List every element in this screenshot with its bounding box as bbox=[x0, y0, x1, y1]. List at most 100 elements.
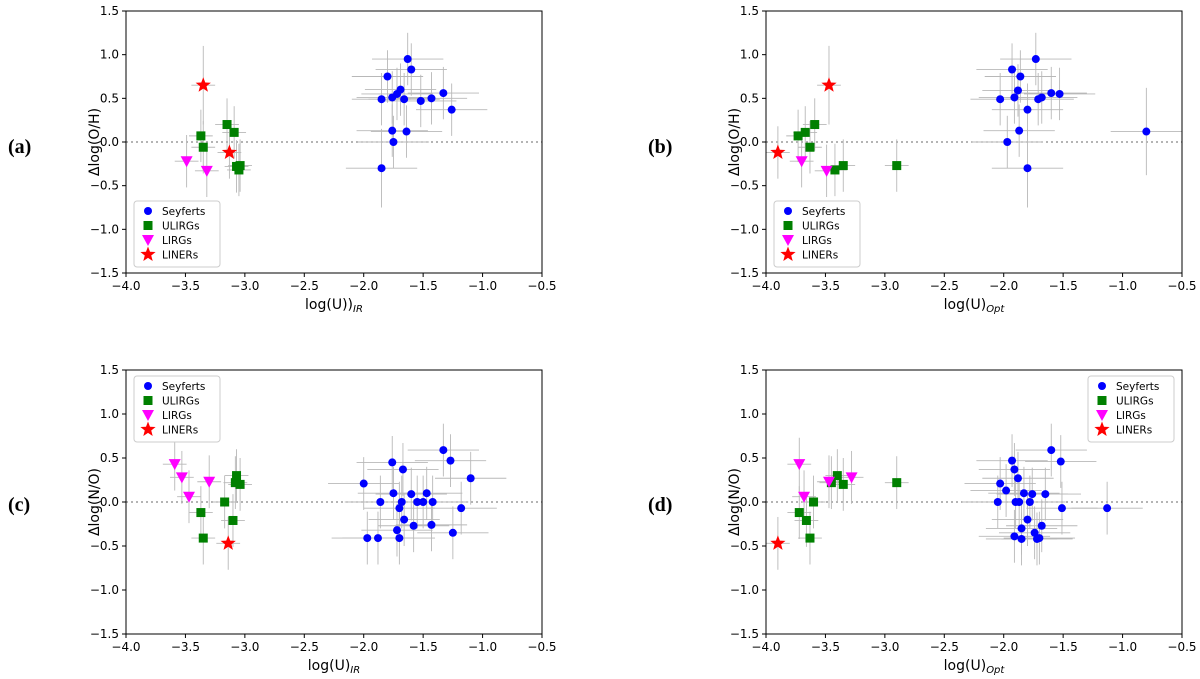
axes-frame bbox=[765, 369, 1183, 635]
seyferts-point bbox=[1047, 89, 1056, 98]
panel-a: −4.0 −3.5 −3.0 −2.5 −2.0 −1.5 −1.0 −0.5 1.5 1.0 0.… bbox=[8, 4, 557, 315]
y-axis-label: Δlog(O/H) bbox=[727, 108, 743, 176]
ulirgs-point bbox=[838, 161, 848, 171]
x-tick-label: −1.0 bbox=[1108, 640, 1137, 654]
panel-label: (a) bbox=[8, 136, 31, 158]
seyferts-point bbox=[447, 105, 456, 114]
seyferts-point bbox=[392, 526, 401, 535]
legend-marker-lirgs bbox=[142, 235, 154, 246]
seyferts-point bbox=[1023, 105, 1032, 114]
liners-point bbox=[770, 535, 786, 550]
lirgs-point bbox=[200, 165, 213, 177]
seyferts-point bbox=[1047, 446, 1056, 455]
y-tick-label: 1.5 bbox=[740, 4, 759, 18]
seyferts-point bbox=[1013, 474, 1022, 483]
seyferts-point bbox=[403, 55, 412, 64]
x-axis-label: log(U))IR bbox=[305, 297, 363, 315]
seyferts-point bbox=[1013, 86, 1022, 95]
x-tick-label: −2.5 bbox=[930, 279, 959, 293]
y-tick-label: 1.5 bbox=[100, 4, 119, 18]
seyferts-point bbox=[419, 498, 428, 506]
y-tick-label: 0.5 bbox=[740, 451, 759, 465]
x-tick-label: −3.0 bbox=[870, 279, 899, 293]
y-tick-label: −1.5 bbox=[90, 266, 119, 280]
seyferts-point bbox=[1008, 65, 1017, 74]
panel-d: −4.0 −3.5 −3.0 −2.5 −2.0 −1.5 −1.0 −0.5 1.5 1.0 0.… bbox=[648, 363, 1197, 676]
ulirgs-point bbox=[235, 479, 245, 489]
legend-marker-ulirgs bbox=[1097, 396, 1107, 405]
ulirgs-point bbox=[232, 471, 242, 481]
legend-marker-lirgs bbox=[782, 235, 794, 246]
x-tick-label: −3.5 bbox=[171, 640, 200, 654]
legend-marker-ulirgs bbox=[143, 396, 153, 405]
x-tick-label: −1.0 bbox=[468, 640, 497, 654]
seyferts-point bbox=[1023, 515, 1032, 524]
legend-label-ulirgs: ULIRGs bbox=[1116, 396, 1154, 408]
seyferts-point bbox=[395, 504, 404, 513]
panel-label: (b) bbox=[648, 136, 672, 158]
x-tick-label: −2.0 bbox=[989, 279, 1018, 293]
y-tick-label: 1.0 bbox=[740, 407, 759, 421]
seyferts-point bbox=[363, 534, 372, 543]
seyferts-point bbox=[422, 489, 431, 498]
ulirgs-point bbox=[196, 131, 206, 141]
seyferts-point bbox=[1103, 504, 1112, 513]
lirgs-point bbox=[820, 165, 833, 177]
seyferts-point bbox=[1017, 524, 1026, 533]
y-tick-label: −0.5 bbox=[730, 179, 759, 193]
legend-box bbox=[1087, 375, 1175, 443]
legend-label-lirgs: LIRGs bbox=[802, 235, 832, 247]
seyferts-point bbox=[1041, 490, 1050, 499]
y-tick-label: 0.0 bbox=[100, 135, 119, 149]
seyferts-point bbox=[1032, 534, 1041, 543]
seyferts-point bbox=[407, 65, 416, 74]
legend-label-liners: LINERs bbox=[802, 250, 838, 262]
seyferts-point bbox=[1010, 465, 1019, 474]
x-tick-label: −2.5 bbox=[290, 640, 319, 654]
ulirgs-point bbox=[235, 161, 245, 171]
y-tick-label: −1.0 bbox=[730, 222, 759, 236]
x-tick-label: −4.0 bbox=[751, 279, 780, 293]
seyferts-point bbox=[448, 528, 457, 537]
legend-label-seyferts: Seyferts bbox=[162, 381, 205, 393]
seyferts-point bbox=[400, 515, 409, 524]
liners-point bbox=[221, 144, 238, 159]
ulirgs-point bbox=[805, 142, 815, 152]
seyferts-point bbox=[1030, 528, 1039, 537]
seyferts-point bbox=[996, 479, 1005, 488]
y-tick-label: −1.5 bbox=[730, 627, 759, 641]
x-tick-label: −2.0 bbox=[349, 640, 378, 654]
legend: Seyferts ULIRGs LIRGs LINERs bbox=[1087, 375, 1175, 443]
lirgs-point bbox=[845, 472, 858, 484]
y-tick-label: 0.5 bbox=[740, 91, 759, 105]
seyferts-point bbox=[1010, 93, 1019, 102]
legend: Seyferts ULIRGs LIRGs LINERs bbox=[133, 200, 221, 268]
ulirgs-point bbox=[800, 127, 810, 137]
liners-point bbox=[770, 144, 786, 159]
seyferts-point bbox=[407, 490, 416, 499]
seyferts-point bbox=[388, 126, 397, 135]
y-tick-label: −0.5 bbox=[730, 539, 759, 553]
y-tick-label: 0.5 bbox=[100, 451, 119, 465]
x-axis-label: log(U)IR bbox=[308, 658, 360, 676]
y-tick-label: −1.0 bbox=[90, 222, 119, 236]
ulirgs-point bbox=[196, 508, 206, 518]
legend-marker-liners bbox=[140, 421, 156, 436]
seyferts-point bbox=[1008, 456, 1017, 465]
x-tick-label: −2.0 bbox=[989, 640, 1018, 654]
legend-box bbox=[773, 200, 861, 268]
seyferts-point bbox=[416, 96, 425, 105]
seyferts-point bbox=[400, 95, 409, 104]
x-tick-label: −2.0 bbox=[349, 279, 378, 293]
seyferts-point bbox=[1002, 486, 1011, 495]
y-tick-label: −0.5 bbox=[90, 539, 119, 553]
x-tick-label: −3.5 bbox=[811, 640, 840, 654]
x-tick-label: −3.0 bbox=[230, 640, 259, 654]
ulirgs-point bbox=[198, 142, 208, 152]
seyferts-point bbox=[996, 95, 1005, 104]
seyferts-point bbox=[466, 474, 475, 483]
x-tick-label: −1.0 bbox=[468, 279, 497, 293]
x-axis-label: log(U)Opt bbox=[944, 297, 1006, 315]
seyferts-point bbox=[439, 89, 448, 98]
seyferts-point bbox=[1010, 532, 1019, 541]
